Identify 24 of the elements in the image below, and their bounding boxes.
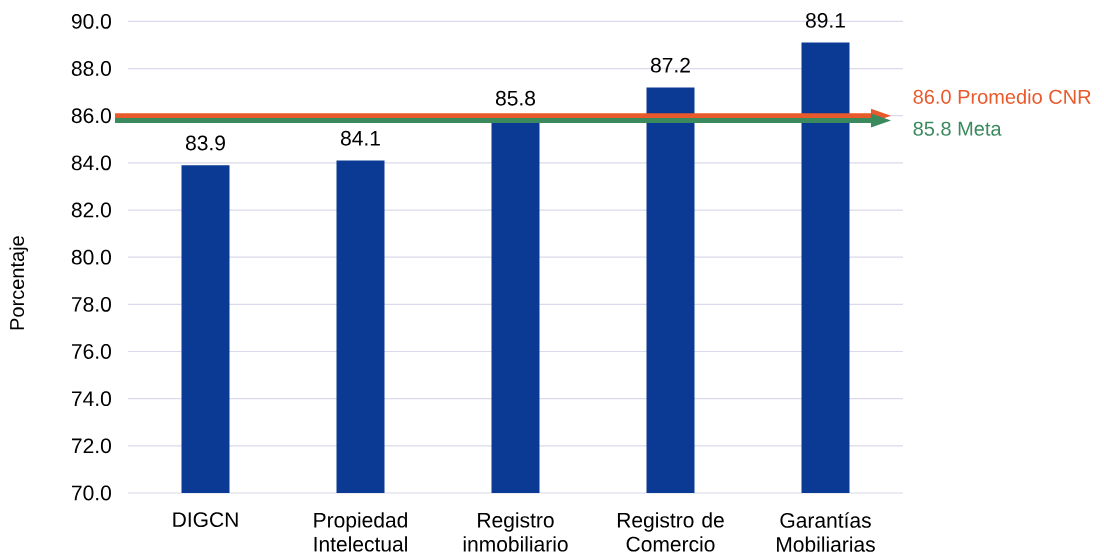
data-label: 83.9 [185, 135, 225, 151]
data-label: 84.1 [340, 130, 380, 146]
x-tick-label: Registro inmobiliario [463, 512, 568, 552]
y-tick-label: 82.0 [71, 202, 111, 218]
ref-line-label: 86.0 Promedio CNR [913, 89, 1091, 104]
y-tick-label: 70.0 [72, 485, 111, 501]
y-tick-label: 84.0 [71, 155, 111, 171]
y-tick-label: 74.0 [72, 391, 111, 407]
x-tick-label: Propiedad Intelectual [314, 512, 407, 552]
data-label: 87.2 [650, 57, 690, 73]
data-label: 89.1 [805, 12, 845, 28]
y-tick-label: 76.0 [72, 344, 111, 359]
y-axis-title: Porcentaje [9, 236, 29, 330]
y-tick-label: 90.0 [71, 13, 111, 29]
y-tick-label: 80.0 [71, 249, 111, 265]
ref-line-label: 85.8 Meta [913, 121, 1002, 136]
x-tick-label: DIGCN [173, 512, 238, 528]
y-tick-label: 86.0 [71, 108, 111, 124]
x-tick-label: Registro de Comercio [617, 512, 724, 552]
data-label: 85.8 [495, 90, 536, 106]
y-tick-label: 78.0 [72, 296, 111, 312]
x-tick-label: Garantías Mobiliarias [777, 512, 875, 552]
y-tick-label: 88.0 [71, 61, 111, 76]
y-tick-label: 72.0 [72, 438, 111, 454]
